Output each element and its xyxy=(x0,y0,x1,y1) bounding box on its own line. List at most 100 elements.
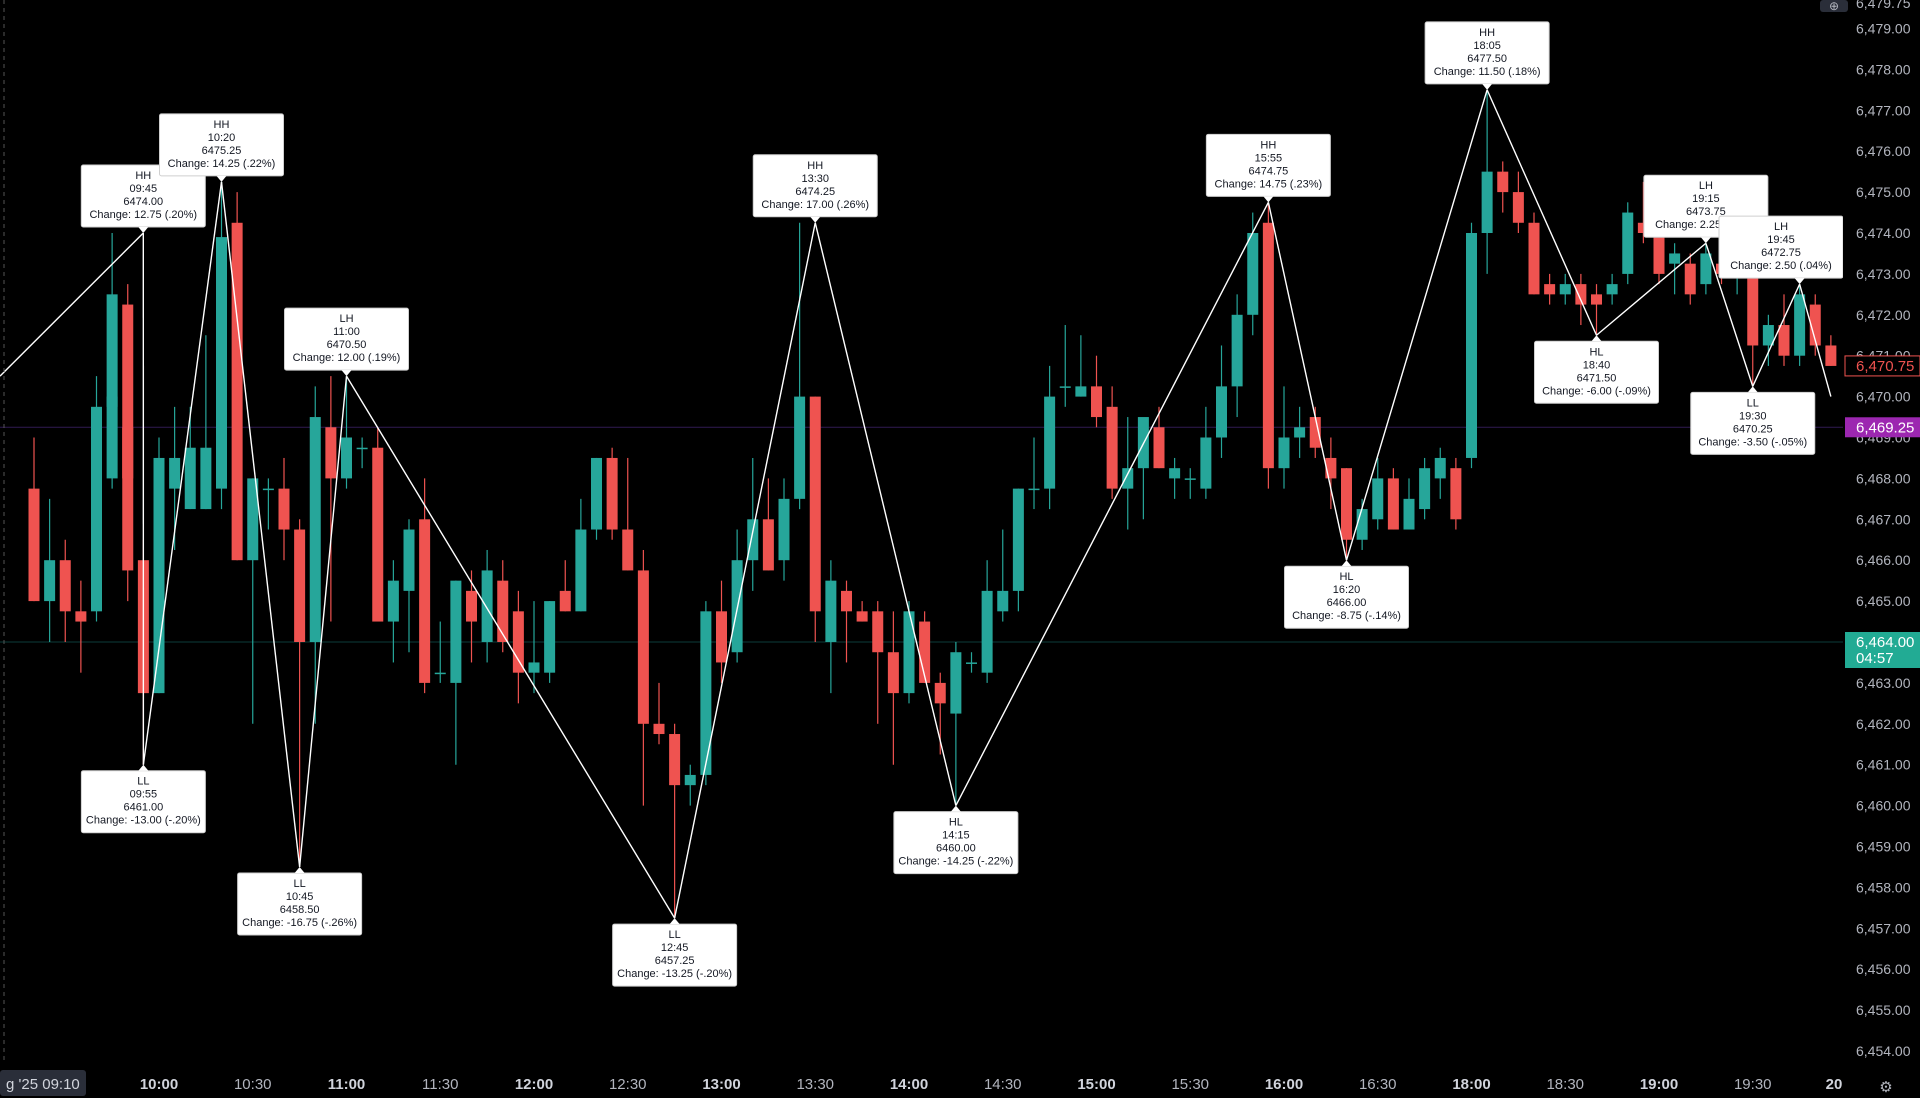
candle xyxy=(637,549,649,806)
candle-body xyxy=(716,611,727,663)
swing-label-price-text: 6474.00 xyxy=(123,196,163,208)
time-tick: 18:00 xyxy=(1452,1076,1490,1093)
swing-label-price-text: 6461.00 xyxy=(123,802,163,814)
candle xyxy=(1231,294,1243,418)
candle xyxy=(1184,468,1196,499)
swing-label-price-text: 6466.00 xyxy=(1327,597,1367,609)
candle xyxy=(1466,222,1477,469)
swing-label-time: 10:45 xyxy=(286,891,314,903)
swing-label-change: Change: 12.00 (.19%) xyxy=(293,352,401,364)
candle-body xyxy=(59,560,71,612)
price-label-box xyxy=(1845,632,1920,668)
candle-body xyxy=(1544,284,1556,295)
candle xyxy=(1372,457,1384,530)
swing-label-change: Change: 11.50 (.18%) xyxy=(1434,66,1541,78)
swing-label-price-text: 6457.25 xyxy=(655,955,695,967)
zigzag-segment xyxy=(1596,242,1707,336)
candle xyxy=(466,570,477,663)
candle-body xyxy=(1153,427,1165,469)
price-tick: 6,468.00 xyxy=(1856,470,1911,486)
add-icon[interactable]: ⊕ xyxy=(1829,0,1839,13)
candle-body xyxy=(1809,304,1821,346)
candle xyxy=(966,652,977,673)
candle-body xyxy=(169,457,181,489)
candle xyxy=(1512,171,1524,233)
price-label-box xyxy=(1844,355,1920,377)
swing-label-price-text: 6477.50 xyxy=(1467,53,1507,65)
top-price-label: 6,479.75 xyxy=(1856,0,1911,11)
candle-body xyxy=(1278,437,1290,469)
swing-label-pointer xyxy=(1591,335,1602,342)
candle xyxy=(169,406,181,550)
candle-body xyxy=(1075,386,1087,397)
candle xyxy=(481,549,493,663)
candle-body xyxy=(403,529,415,591)
candle xyxy=(591,457,602,540)
add-icon-box[interactable] xyxy=(1820,0,1848,12)
candle-body xyxy=(1044,396,1056,489)
swing-label-type: HH xyxy=(135,170,151,182)
candle xyxy=(1497,161,1509,213)
settings-icon[interactable]: ⚙ xyxy=(1879,1079,1892,1096)
swing-label-pointer xyxy=(669,918,680,925)
time-tick: 18:30 xyxy=(1546,1076,1584,1093)
swing-label-type: HH xyxy=(214,119,230,131)
candle-body xyxy=(1012,488,1024,591)
swing-label-change: Change: -3.50 (-.05%) xyxy=(1698,436,1807,448)
candle xyxy=(1559,273,1571,305)
candle-body xyxy=(106,294,118,479)
candle-body xyxy=(559,590,571,612)
candle-body xyxy=(1106,406,1118,489)
candle-body xyxy=(981,590,993,673)
price-label-outline-red: 6,470.75 xyxy=(1844,355,1920,377)
candle-body xyxy=(75,611,87,622)
candle xyxy=(903,601,915,704)
candle-body xyxy=(341,437,352,479)
price-tick: 6,478.00 xyxy=(1856,61,1911,77)
candle-body xyxy=(684,774,696,786)
swing-label-type: LH xyxy=(1774,221,1788,233)
price-axis[interactable]: 6,454.00 6,455.00 6,456.00 6,457.00 6,458.00… xyxy=(1843,0,1920,1098)
candle xyxy=(1778,294,1790,366)
candle-body xyxy=(1669,253,1681,264)
candle-body xyxy=(1325,457,1337,479)
candle-body xyxy=(216,237,227,489)
candle-body xyxy=(1559,284,1571,295)
candle xyxy=(981,560,993,683)
candle-body xyxy=(1622,212,1634,274)
candle-body xyxy=(466,590,477,622)
time-tick: 11:30 xyxy=(422,1076,458,1093)
price-tick: 6,477.00 xyxy=(1856,102,1911,118)
candle xyxy=(200,335,212,510)
candle xyxy=(1028,437,1040,510)
candle xyxy=(1747,263,1759,387)
candle xyxy=(559,560,571,612)
candle-body xyxy=(294,529,306,642)
price-label-countdown: 04:57 xyxy=(1856,650,1894,667)
candle-body xyxy=(1762,325,1774,346)
candle xyxy=(1684,253,1696,305)
candle xyxy=(1075,335,1087,397)
swing-label-pointer xyxy=(138,764,149,771)
candle xyxy=(216,181,227,510)
time-axis[interactable]: 10:00 10:30 11:00 11:30 12:00 12:30 13:00 13:30… xyxy=(0,1072,1843,1098)
candle xyxy=(1825,335,1837,366)
candle xyxy=(512,590,524,704)
candle-body xyxy=(1169,468,1181,479)
swing-label-change: Change: -13.00 (-.20%) xyxy=(86,815,201,827)
swing-label-pointer xyxy=(216,175,227,182)
candle xyxy=(1544,273,1556,305)
candle xyxy=(28,437,40,602)
zigzag-segment xyxy=(1345,89,1488,561)
candles xyxy=(28,89,1837,919)
candle xyxy=(950,642,962,806)
candle-body xyxy=(606,457,618,530)
candle xyxy=(856,601,868,622)
